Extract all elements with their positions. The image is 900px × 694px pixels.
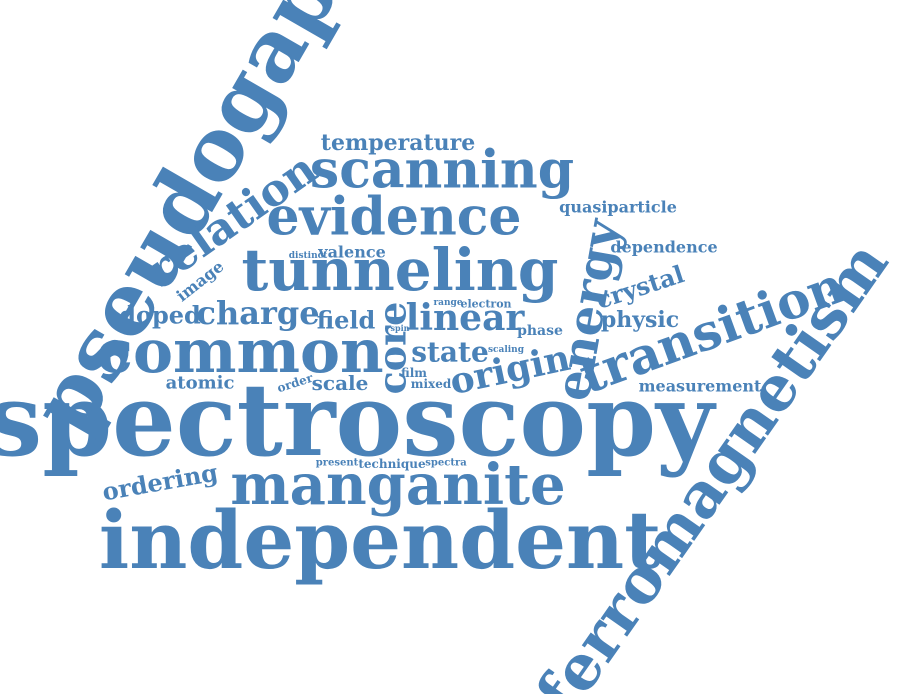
word-phase: phase xyxy=(517,323,563,339)
word-technique: technique xyxy=(358,457,426,471)
word-independent: independent xyxy=(99,493,661,587)
word-quasiparticle: quasiparticle xyxy=(559,198,677,217)
word-charge: charge xyxy=(196,294,319,332)
word-present: present xyxy=(316,458,359,469)
word-valence: valence xyxy=(317,243,385,262)
word-range: range xyxy=(433,298,462,308)
word-dependence: dependence xyxy=(610,238,717,257)
word-spin: spin xyxy=(391,323,410,333)
word-doped: doped xyxy=(119,301,201,330)
word-physic: physic xyxy=(601,307,679,333)
word-spectroscopy: spectroscopy xyxy=(0,361,717,479)
word-common: common xyxy=(96,317,383,387)
word-temperature: temperature xyxy=(321,130,475,156)
word-measurement: measurement xyxy=(639,377,762,396)
word-atomic: atomic xyxy=(166,373,235,394)
word-distinct: distinct xyxy=(289,251,328,261)
word-tunneling: tunneling xyxy=(242,236,559,304)
word-electron: electron xyxy=(460,298,511,311)
word-core: core xyxy=(370,302,415,395)
word-scanning: scanning xyxy=(310,140,574,201)
word-film: film xyxy=(401,366,427,380)
word-spectra: spectra xyxy=(425,458,467,469)
word-linear: linear xyxy=(406,297,526,339)
word-state: state xyxy=(411,336,489,369)
word-mixed: mixed xyxy=(411,377,452,391)
word-field: field xyxy=(317,306,376,335)
word-scaling: scaling xyxy=(488,345,525,355)
word-evidence: evidence xyxy=(266,187,521,248)
word-scale: scale xyxy=(312,371,369,395)
word-manganite: manganite xyxy=(230,452,565,518)
